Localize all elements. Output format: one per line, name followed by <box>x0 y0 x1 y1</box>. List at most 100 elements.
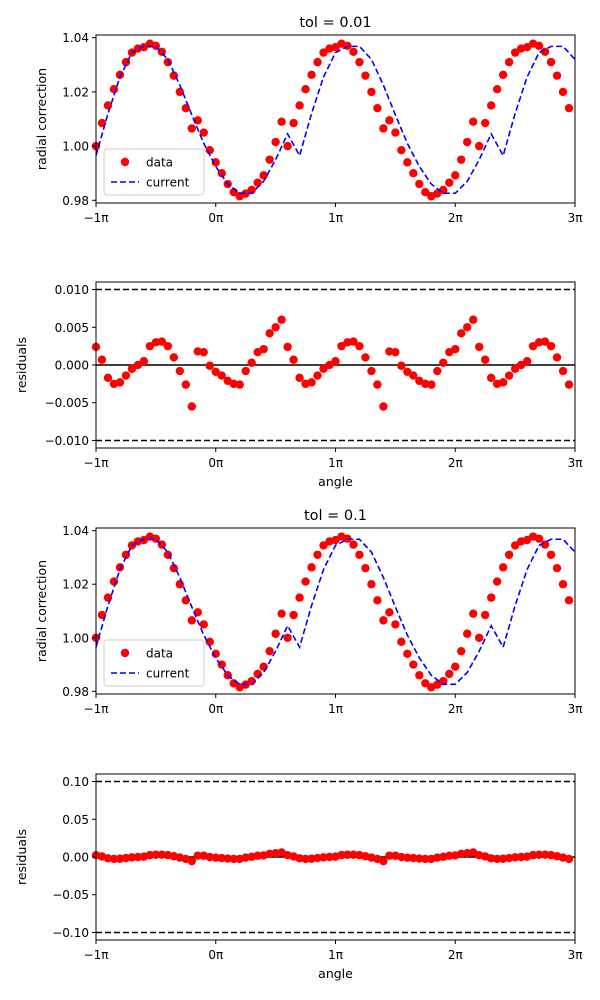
data-point <box>337 850 346 860</box>
data-point <box>367 87 376 97</box>
data-point <box>451 662 460 671</box>
y-tick-label: 1.04 <box>62 524 89 538</box>
y-axis-label: radial correction <box>34 560 49 662</box>
data-point <box>385 116 394 125</box>
data-point <box>540 850 550 859</box>
data-point <box>492 854 502 864</box>
x-tick-label: 0π <box>208 456 223 470</box>
data-point <box>331 357 340 366</box>
data-point <box>510 853 520 862</box>
data-point <box>475 633 484 642</box>
data-point <box>229 854 238 864</box>
data-point <box>307 378 316 387</box>
y-tick-label: 0.00 <box>62 851 89 865</box>
data-point <box>355 341 364 351</box>
data-point <box>534 41 544 51</box>
data-point <box>451 344 460 354</box>
data-point <box>373 103 382 113</box>
data-point <box>457 329 466 338</box>
data-point <box>205 361 214 370</box>
data-point <box>133 852 143 862</box>
data-point <box>199 128 208 137</box>
data-point <box>540 540 550 549</box>
data-point <box>145 341 155 351</box>
y-tick-label: 0.010 <box>55 283 89 297</box>
data-point <box>277 315 286 324</box>
data-point <box>343 850 352 859</box>
y-axis-label: residuals <box>14 337 29 393</box>
data-point <box>277 609 286 618</box>
data-point <box>528 850 538 860</box>
x-tick-label: 3π <box>568 211 583 225</box>
data-point <box>295 101 304 110</box>
data-point <box>546 550 556 559</box>
x-axis-label: angle <box>318 474 353 489</box>
data-point <box>349 337 358 346</box>
data-point <box>151 850 161 859</box>
data-point <box>271 323 280 332</box>
x-tick-label: −1π <box>84 456 109 470</box>
data-point <box>475 342 484 352</box>
data-point <box>217 371 226 380</box>
data-point <box>433 366 442 376</box>
data-point <box>397 637 406 646</box>
data-point <box>319 364 328 373</box>
x-tick-label: 3π <box>568 702 583 716</box>
panel-3: −1π 0π 1π 2π 3π 0.98 1.00 1.02 1.04 tol = 0.1 radi… <box>34 508 582 716</box>
data-point <box>259 171 268 180</box>
data-point <box>97 355 107 364</box>
data-point <box>115 378 125 387</box>
data-point <box>211 649 220 659</box>
data-point <box>319 541 328 550</box>
data-point <box>199 347 208 357</box>
data-point <box>349 850 358 859</box>
data-point <box>301 577 310 586</box>
legend-box <box>103 639 205 687</box>
data-point <box>451 171 460 180</box>
data-point <box>277 117 286 126</box>
data-point <box>157 850 167 859</box>
data-point <box>199 620 208 629</box>
data-point <box>403 367 412 376</box>
data-point <box>283 342 292 352</box>
data-point <box>439 676 448 686</box>
data-point <box>421 854 430 864</box>
x-tick-label: 1π <box>328 948 343 962</box>
y-axis-label: residuals <box>14 829 29 885</box>
data-point <box>445 851 454 860</box>
data-point <box>385 608 394 617</box>
data-point <box>457 155 466 164</box>
data-point <box>313 550 322 559</box>
data-point <box>463 137 472 147</box>
y-tick-label: 0.98 <box>62 685 89 699</box>
legend-current-label: current <box>146 667 190 681</box>
data-point <box>463 629 472 638</box>
x-tick-label: −1π <box>84 211 109 225</box>
data-point <box>175 580 185 589</box>
data-point <box>247 358 256 367</box>
data-point <box>127 364 137 373</box>
data-point <box>121 371 131 380</box>
data-point <box>289 610 298 620</box>
data-point <box>265 155 274 164</box>
data-point <box>564 854 574 864</box>
data-point <box>307 563 316 572</box>
data-point <box>205 145 214 155</box>
data-point <box>552 353 562 362</box>
data-point <box>546 341 556 351</box>
y-tick-label: 1.02 <box>62 85 89 99</box>
data-point <box>522 357 532 366</box>
data-point <box>349 47 358 56</box>
data-point <box>205 637 214 646</box>
x-tick-label: 1π <box>328 456 343 470</box>
data-point <box>552 71 562 80</box>
data-point <box>504 57 514 67</box>
data-point <box>409 660 418 669</box>
data-point <box>241 366 250 376</box>
y-tick-label: 0.98 <box>62 194 89 208</box>
data-point <box>480 118 490 128</box>
data-point <box>421 679 430 688</box>
data-point <box>289 118 298 128</box>
data-point <box>373 380 382 389</box>
data-point <box>379 616 388 625</box>
